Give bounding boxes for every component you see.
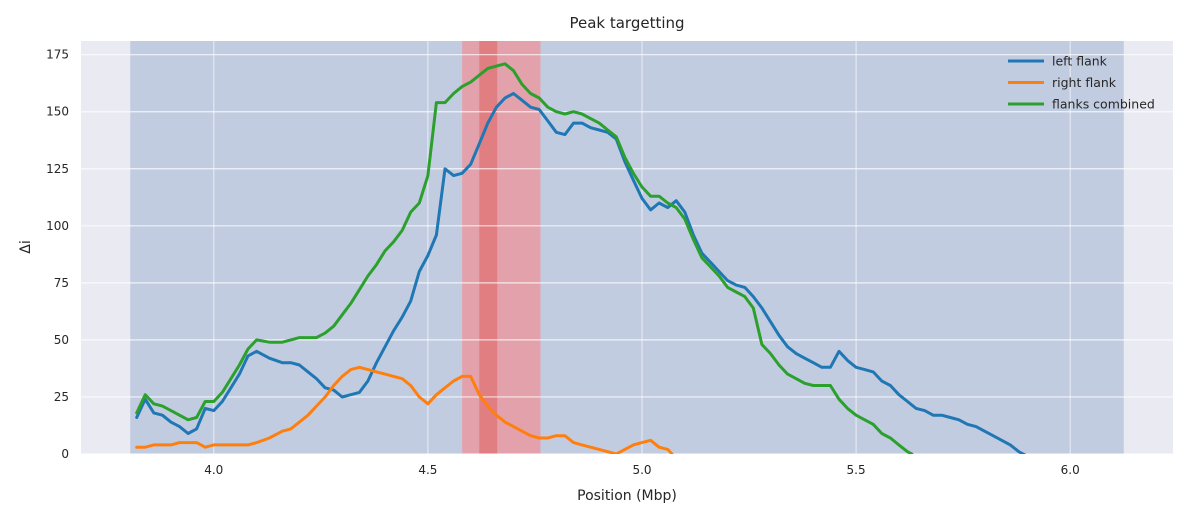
y-tick-label: 100 bbox=[46, 219, 69, 233]
legend: left flank right flank flanks combined bbox=[1008, 54, 1155, 112]
x-tick-label: 5.5 bbox=[847, 463, 866, 477]
y-tick-labels: 0 25 50 75 100 125 150 175 bbox=[46, 48, 69, 461]
y-axis-label: Δi bbox=[18, 240, 34, 253]
series-line-right-flank bbox=[135, 365, 674, 454]
series-line-flanks-combined bbox=[135, 62, 914, 454]
x-tick-labels: 4.0 4.5 5.0 5.5 6.0 bbox=[204, 463, 1080, 477]
shaded-region-2 bbox=[479, 41, 498, 454]
y-tick-label: 50 bbox=[54, 333, 69, 347]
series-lines bbox=[135, 62, 1027, 454]
shaded-region-0 bbox=[130, 41, 1124, 454]
x-tick-label: 4.5 bbox=[418, 463, 437, 477]
legend-label: right flank bbox=[1052, 75, 1117, 90]
shaded-regions bbox=[130, 41, 1124, 454]
legend-label: left flank bbox=[1052, 54, 1108, 69]
x-tick-label: 4.0 bbox=[204, 463, 223, 477]
y-tick-label: 75 bbox=[54, 276, 69, 290]
y-tick-label: 25 bbox=[54, 390, 69, 404]
y-tick-label: 125 bbox=[46, 162, 69, 176]
chart-title: Peak targetting bbox=[569, 14, 684, 32]
y-tick-label: 175 bbox=[46, 48, 69, 62]
x-tick-label: 6.0 bbox=[1061, 463, 1080, 477]
x-axis-label: Position (Mbp) bbox=[577, 488, 677, 504]
y-tick-label: 150 bbox=[46, 105, 69, 119]
legend-label: flanks combined bbox=[1052, 97, 1155, 112]
y-tick-label: 0 bbox=[61, 447, 69, 461]
plot-background bbox=[81, 41, 1173, 454]
x-tick-label: 5.0 bbox=[632, 463, 651, 477]
series-line-left-flank bbox=[135, 92, 1027, 454]
